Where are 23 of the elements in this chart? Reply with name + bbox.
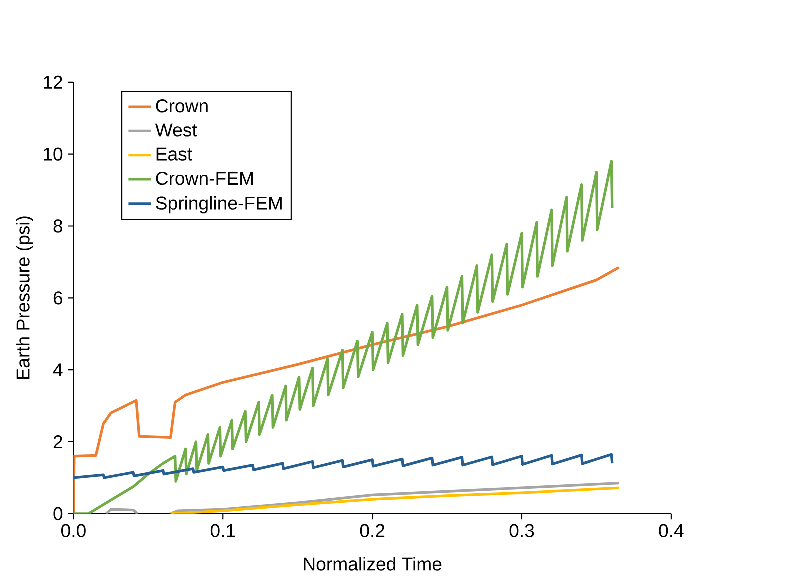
y-tick-label: 10 (44, 148, 63, 162)
x-tick-label: 0.4 (659, 524, 684, 538)
line-series (74, 453, 614, 480)
line-series (74, 266, 620, 514)
legend-label: Crown-FEM (156, 172, 253, 186)
y-tick-label: 4 (53, 364, 63, 377)
y-tick-label: 6 (54, 292, 63, 305)
x-tick-label: 0.2 (360, 524, 385, 538)
x-tick-label: 0.3 (510, 524, 534, 538)
y-tick-label: 12 (44, 76, 62, 90)
y-axis-title: Earth Pressure (psi) (16, 216, 34, 380)
y-tick-label: 2 (54, 436, 62, 449)
y-tick-label: 0 (54, 507, 63, 521)
line-series (170, 486, 620, 514)
legend-label: East (156, 148, 192, 161)
legend-label: Springline-FEM (156, 196, 282, 214)
x-tick-label: 0.1 (210, 524, 236, 538)
line-series (74, 160, 614, 514)
x-tick-label: 0.0 (62, 524, 86, 538)
y-tick-label: 8 (54, 220, 63, 233)
legend-label: West (155, 124, 198, 137)
legend-label: Crown (156, 100, 208, 113)
x-axis-title: Normalized Time (304, 557, 442, 571)
